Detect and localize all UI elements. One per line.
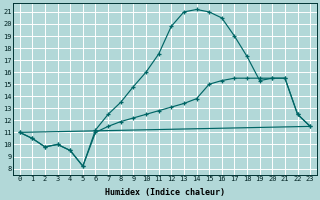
X-axis label: Humidex (Indice chaleur): Humidex (Indice chaleur) xyxy=(105,188,225,197)
